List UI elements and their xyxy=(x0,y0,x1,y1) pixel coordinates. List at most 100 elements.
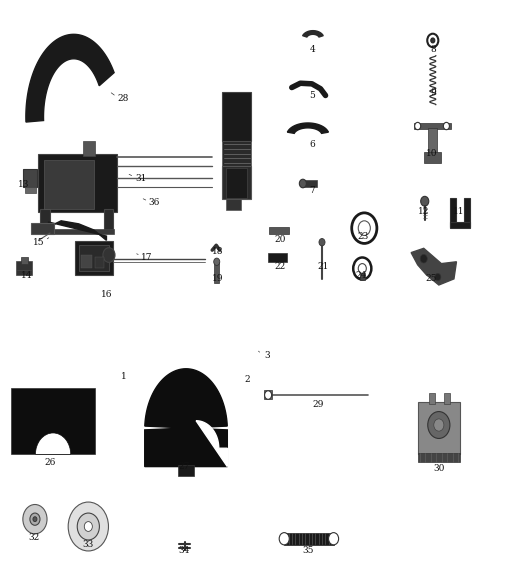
Bar xyxy=(418,453,461,462)
Polygon shape xyxy=(287,123,328,133)
Circle shape xyxy=(358,263,366,274)
Text: 26: 26 xyxy=(44,458,56,467)
Bar xyxy=(222,166,251,199)
Circle shape xyxy=(77,513,99,540)
Bar xyxy=(83,141,95,156)
Text: 6: 6 xyxy=(309,140,315,149)
Polygon shape xyxy=(411,249,457,285)
Circle shape xyxy=(84,522,92,531)
Circle shape xyxy=(434,419,444,431)
Text: 20: 20 xyxy=(275,235,286,243)
Circle shape xyxy=(435,274,441,280)
Bar xyxy=(40,209,50,233)
Text: 29: 29 xyxy=(312,400,324,409)
Circle shape xyxy=(427,34,438,47)
Bar xyxy=(79,245,109,271)
Bar xyxy=(75,241,113,275)
Bar xyxy=(178,465,193,476)
Circle shape xyxy=(421,196,429,206)
Circle shape xyxy=(420,254,427,263)
Circle shape xyxy=(68,502,109,551)
Bar xyxy=(16,261,32,275)
Bar xyxy=(43,160,94,209)
Text: 3: 3 xyxy=(265,351,270,360)
Circle shape xyxy=(415,123,421,130)
Bar xyxy=(418,402,461,454)
Text: 32: 32 xyxy=(28,533,39,542)
Bar xyxy=(226,168,247,198)
Circle shape xyxy=(265,391,272,400)
Text: 15: 15 xyxy=(33,238,44,247)
Bar xyxy=(23,169,37,187)
Circle shape xyxy=(443,123,449,130)
Bar xyxy=(284,532,334,545)
Text: 36: 36 xyxy=(148,198,160,207)
Text: 14: 14 xyxy=(21,271,33,280)
Text: 11: 11 xyxy=(453,207,465,216)
Text: 9: 9 xyxy=(430,88,436,97)
Bar xyxy=(428,128,437,153)
Circle shape xyxy=(428,412,450,438)
Text: 16: 16 xyxy=(100,290,112,299)
Bar xyxy=(95,258,105,268)
Bar xyxy=(214,262,219,283)
Circle shape xyxy=(329,532,339,545)
Circle shape xyxy=(353,258,371,279)
Bar xyxy=(450,198,456,227)
Circle shape xyxy=(358,221,370,235)
Bar xyxy=(222,141,251,166)
Text: 18: 18 xyxy=(212,247,223,256)
Bar xyxy=(25,187,36,193)
Text: 2: 2 xyxy=(244,375,250,384)
Bar xyxy=(38,153,117,211)
Text: 17: 17 xyxy=(141,253,153,262)
Polygon shape xyxy=(26,34,114,122)
Circle shape xyxy=(103,248,115,262)
Text: 12: 12 xyxy=(418,207,429,216)
Bar xyxy=(31,223,54,234)
Bar xyxy=(21,258,28,263)
Bar xyxy=(104,209,113,233)
Text: 8: 8 xyxy=(430,45,436,54)
Text: 10: 10 xyxy=(426,149,437,158)
Circle shape xyxy=(23,504,47,534)
Bar xyxy=(450,222,470,228)
Circle shape xyxy=(431,38,435,43)
Bar xyxy=(414,123,451,129)
Text: 13: 13 xyxy=(18,180,30,189)
Text: 5: 5 xyxy=(309,91,315,100)
Text: 27: 27 xyxy=(179,462,190,471)
Wedge shape xyxy=(35,433,71,454)
Text: 33: 33 xyxy=(83,540,94,549)
Text: 21: 21 xyxy=(317,262,329,271)
Bar xyxy=(38,229,114,234)
Circle shape xyxy=(33,517,37,522)
Text: 34: 34 xyxy=(179,547,190,555)
Text: 24: 24 xyxy=(356,271,367,280)
Bar xyxy=(264,390,272,400)
Text: 25: 25 xyxy=(426,274,437,283)
Bar xyxy=(81,255,92,268)
Bar xyxy=(464,198,470,227)
Text: 35: 35 xyxy=(302,547,314,555)
Bar xyxy=(11,388,95,454)
Text: 1: 1 xyxy=(121,372,127,381)
Text: 4: 4 xyxy=(310,45,316,54)
Polygon shape xyxy=(145,369,227,467)
Polygon shape xyxy=(302,31,323,37)
Circle shape xyxy=(319,238,325,246)
Bar xyxy=(226,199,241,210)
Bar xyxy=(269,227,289,234)
Text: 19: 19 xyxy=(212,274,223,283)
Bar xyxy=(360,273,365,280)
Polygon shape xyxy=(196,421,227,467)
Circle shape xyxy=(279,532,289,545)
Circle shape xyxy=(351,213,377,243)
Circle shape xyxy=(214,258,220,266)
Bar xyxy=(429,393,435,404)
Text: 22: 22 xyxy=(275,262,286,271)
Text: 31: 31 xyxy=(135,173,146,182)
Polygon shape xyxy=(48,221,107,241)
Bar xyxy=(424,152,441,162)
Circle shape xyxy=(30,513,40,526)
